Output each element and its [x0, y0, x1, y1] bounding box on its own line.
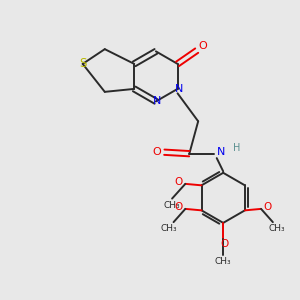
Text: O: O [175, 202, 183, 212]
Text: N: N [217, 147, 225, 157]
Text: CH₃: CH₃ [161, 224, 178, 233]
Text: O: O [199, 41, 208, 51]
Text: O: O [153, 147, 161, 157]
Text: H: H [233, 143, 240, 153]
Text: CH₃: CH₃ [164, 201, 180, 210]
Text: S: S [79, 57, 86, 70]
Text: N: N [175, 84, 183, 94]
Text: O: O [175, 177, 183, 187]
Text: N: N [153, 96, 161, 106]
Text: CH₃: CH₃ [215, 257, 232, 266]
Text: CH₃: CH₃ [269, 224, 286, 233]
Text: O: O [220, 239, 229, 249]
Text: O: O [263, 202, 272, 212]
